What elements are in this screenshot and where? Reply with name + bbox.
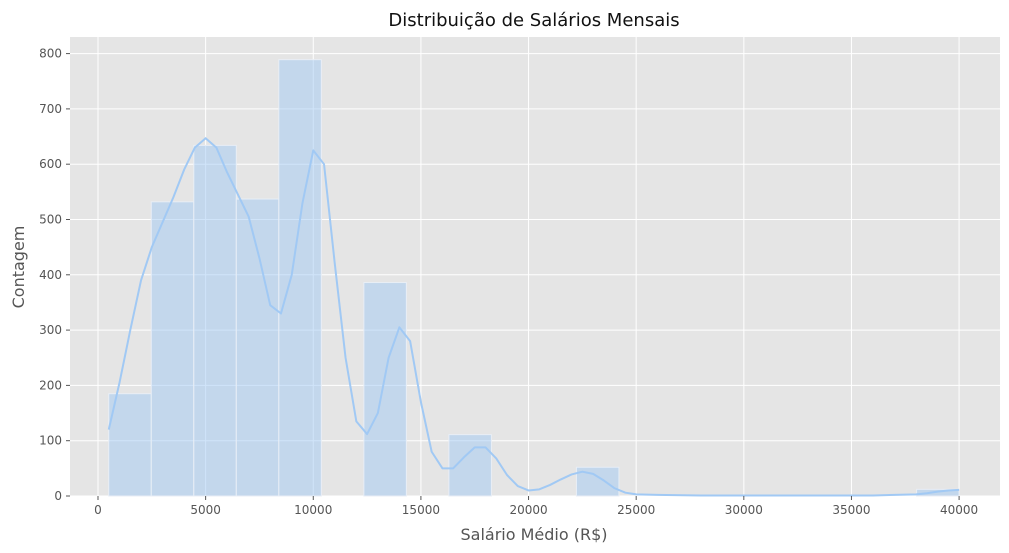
histogram-bar-2 — [193, 144, 237, 497]
y-tick-label: 700 — [39, 102, 62, 116]
x-tick-label: 15000 — [402, 503, 440, 517]
y-tick-label: 0 — [54, 489, 62, 503]
histogram-bars — [108, 59, 960, 497]
y-tick-label: 600 — [39, 157, 62, 171]
x-axis-ticks: 0 5000 10000 15000 20000 25000 30000 35000 40000 — [94, 496, 978, 517]
x-tick-label: 0 — [94, 503, 102, 517]
x-tick-label: 10000 — [294, 503, 332, 517]
y-tick-label: 100 — [39, 434, 62, 448]
chart-title: Distribuição de Salários Mensais — [388, 10, 679, 31]
histogram-bar-3 — [235, 198, 280, 497]
histogram-bar-4 — [278, 59, 322, 497]
x-tick-label: 25000 — [617, 503, 655, 517]
y-tick-label: 400 — [39, 268, 62, 282]
x-tick-label: 20000 — [509, 503, 547, 517]
histogram-bar-19 — [916, 488, 960, 497]
y-tick-label: 200 — [39, 378, 62, 392]
x-tick-label: 30000 — [725, 503, 763, 517]
x-tick-label: 35000 — [832, 503, 870, 517]
y-tick-label: 500 — [39, 212, 62, 226]
y-tick-label: 800 — [39, 47, 62, 61]
histogram-bar-0 — [108, 393, 152, 497]
x-tick-label: 5000 — [190, 503, 221, 517]
histogram-bar-6 — [363, 282, 407, 497]
x-tick-label: 40000 — [940, 503, 978, 517]
y-tick-label: 300 — [39, 323, 62, 337]
y-axis-label: Contagem — [9, 226, 28, 309]
y-axis-ticks: 0 100 200 300 400 500 600 700 800 — [39, 47, 70, 503]
x-axis-label: Salário Médio (R$) — [460, 525, 607, 544]
histogram-bar-1 — [150, 201, 195, 497]
kde-curve — [107, 137, 960, 497]
